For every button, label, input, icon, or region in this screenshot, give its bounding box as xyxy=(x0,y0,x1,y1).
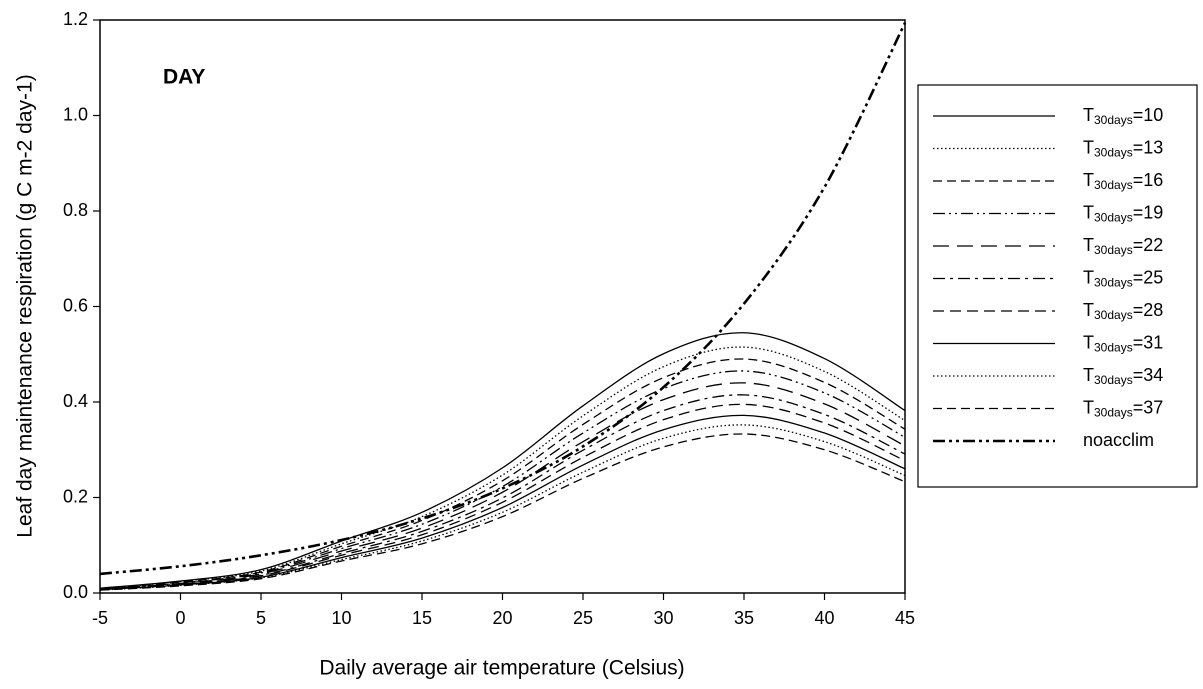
y-tick-label: 1.0 xyxy=(63,104,88,124)
legend-label-sub: 30days xyxy=(1094,341,1133,355)
legend-label-sub: 30days xyxy=(1094,276,1133,290)
legend-label-sub: 30days xyxy=(1094,211,1133,225)
legend-label-part: =34 xyxy=(1133,365,1164,385)
legend-label-part: =19 xyxy=(1133,202,1164,222)
series-line xyxy=(99,346,906,590)
legend-label-part: =22 xyxy=(1133,235,1164,255)
legend-label-part: =13 xyxy=(1133,137,1164,157)
legend-label-part: =25 xyxy=(1133,267,1164,287)
x-tick-label: -5 xyxy=(92,608,108,628)
x-tick-label: 35 xyxy=(734,608,754,628)
y-axis-label: Leaf day maintenance respiration (g C m-… xyxy=(14,74,37,537)
legend-label-part: T xyxy=(1083,365,1094,385)
series-line xyxy=(99,433,906,591)
legend-label-part: =31 xyxy=(1133,332,1164,352)
legend-label: T30days=28 xyxy=(1083,300,1163,322)
legend-label-part: T xyxy=(1083,267,1094,287)
x-axis-label: Daily average air temperature (Celsius) xyxy=(319,657,684,680)
legend-label-sub: 30days xyxy=(1094,243,1133,257)
legend-label: T30days=19 xyxy=(1083,202,1163,224)
x-tick-label: 20 xyxy=(492,608,512,628)
series-line xyxy=(99,414,906,591)
x-tick-label: 5 xyxy=(256,608,266,628)
legend-label-part: T xyxy=(1083,235,1094,255)
legend-label-part: T xyxy=(1083,332,1094,352)
legend-box xyxy=(917,84,1198,488)
legend-label: noacclim xyxy=(1083,430,1154,450)
annotation: DAY xyxy=(163,66,205,89)
series-line xyxy=(99,22,907,576)
legend-label: T30days=37 xyxy=(1083,397,1163,419)
legend-label-sub: 30days xyxy=(1094,113,1133,127)
series-line xyxy=(99,424,906,591)
legend-label-part: =37 xyxy=(1133,397,1164,417)
series-line xyxy=(99,382,906,590)
x-tick-label: 0 xyxy=(175,608,185,628)
legend-label: T30days=34 xyxy=(1083,365,1163,387)
legend-label-part: T xyxy=(1083,105,1094,125)
legend-label: T30days=10 xyxy=(1083,105,1163,127)
series-line xyxy=(99,332,906,589)
legend-label-part: =28 xyxy=(1133,300,1164,320)
legend-label: T30days=31 xyxy=(1083,332,1163,354)
series-line xyxy=(99,370,906,590)
series-line xyxy=(99,403,906,591)
y-tick-label: 0.8 xyxy=(63,200,88,220)
legend-label: T30days=25 xyxy=(1083,267,1163,289)
series-line xyxy=(99,358,906,590)
legend-label: T30days=22 xyxy=(1083,235,1163,257)
legend-label: T30days=13 xyxy=(1083,137,1163,159)
x-tick-label: 30 xyxy=(653,608,673,628)
legend-label-part: =10 xyxy=(1133,105,1164,125)
legend-label-part: T xyxy=(1083,137,1094,157)
y-tick-label: 1.2 xyxy=(63,9,88,29)
y-tick-label: 0.4 xyxy=(63,391,88,411)
legend-label-sub: 30days xyxy=(1094,308,1133,322)
legend-label-sub: 30days xyxy=(1094,373,1133,387)
legend-label-sub: 30days xyxy=(1094,406,1133,420)
x-tick-label: 10 xyxy=(331,608,351,628)
x-tick-label: 25 xyxy=(573,608,593,628)
y-tick-label: 0.0 xyxy=(63,582,88,602)
legend-label-part: =16 xyxy=(1133,170,1164,190)
legend-label-part: T xyxy=(1083,300,1094,320)
y-tick-label: 0.6 xyxy=(63,295,88,315)
x-tick-label: 45 xyxy=(895,608,915,628)
x-tick-label: 40 xyxy=(814,608,834,628)
legend-label-sub: 30days xyxy=(1094,146,1133,160)
legend-label-part: T xyxy=(1083,170,1094,190)
legend-label: T30days=16 xyxy=(1083,170,1163,192)
legend-label-part: T xyxy=(1083,202,1094,222)
legend-label-sub: 30days xyxy=(1094,178,1133,192)
y-tick-label: 0.2 xyxy=(63,486,88,506)
x-tick-label: 15 xyxy=(412,608,432,628)
legend-label-part: T xyxy=(1083,397,1094,417)
